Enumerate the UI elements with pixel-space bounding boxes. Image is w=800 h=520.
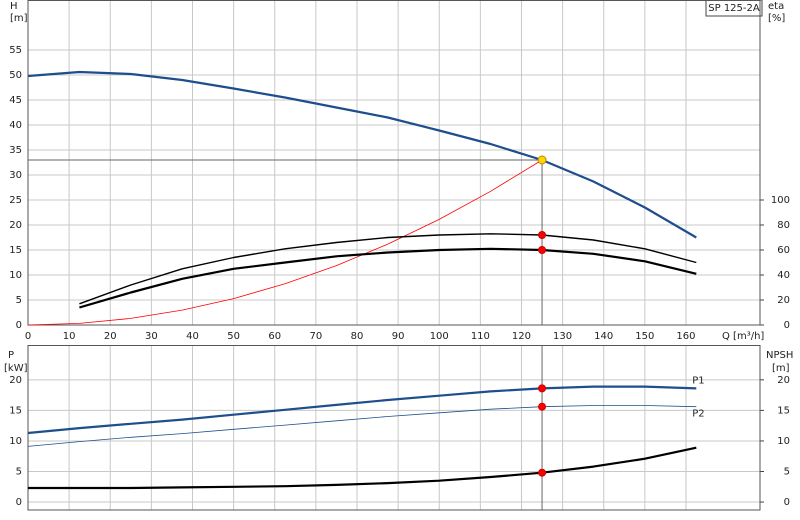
y-tick-label: 35 (9, 145, 22, 156)
y2-tick-label: 5 (784, 467, 790, 478)
x-tick-label: 50 (227, 331, 240, 342)
y-tick-label: 15 (9, 405, 22, 416)
x-tick-label: 80 (351, 331, 364, 342)
series-line (27, 159, 543, 326)
y-tick-label: 20 (9, 220, 22, 231)
y-tick-label: 40 (9, 120, 22, 131)
y2-label: NPSH (766, 350, 793, 361)
x-tick-label: 40 (186, 331, 199, 342)
series-line (79, 233, 697, 305)
y2-tick-label: 0 (784, 320, 790, 331)
x-tick-label: 110 (471, 331, 490, 342)
y2-unit: [%] (768, 13, 785, 24)
series-line (27, 385, 697, 435)
duty-point (537, 155, 547, 165)
plot-frame (27, 345, 761, 511)
x-tick-label: 160 (676, 331, 695, 342)
y2-tick-label: 0 (784, 497, 790, 508)
y2-tick-label: 100 (771, 195, 790, 206)
y-tick-label: 0 (16, 497, 22, 508)
duty-marker (538, 246, 547, 254)
y-tick-label: 20 (9, 375, 22, 386)
y-unit: [m] (10, 13, 28, 24)
title-box (705, 0, 763, 17)
chart-title: SP 125-2A (708, 3, 760, 14)
y2-tick-label: 10 (777, 436, 790, 447)
x-label: Q [m³/h] (722, 331, 764, 342)
x-tick-label: 30 (145, 331, 158, 342)
y2-unit: [m] (772, 363, 790, 374)
y2-tick-label: 20 (777, 295, 790, 306)
y-tick-label: 10 (9, 436, 22, 447)
duty-marker (538, 468, 547, 477)
duty-marker (538, 402, 547, 411)
y-tick-label: 5 (16, 467, 22, 478)
series-line (27, 70, 697, 239)
x-tick-label: 20 (104, 331, 117, 342)
y-tick-label: 5 (16, 295, 22, 306)
x-tick-label: 90 (392, 331, 405, 342)
y-tick-label: 25 (9, 195, 22, 206)
x-tick-label: 130 (553, 331, 572, 342)
x-tick-label: 0 (25, 331, 31, 342)
y2-label: eta (768, 1, 784, 12)
y-tick-label: 10 (9, 270, 22, 281)
series-line (27, 405, 697, 447)
y2-tick-label: 60 (777, 245, 790, 256)
x-tick-label: 150 (635, 331, 654, 342)
series-line (79, 247, 697, 309)
y-tick-label: 45 (9, 95, 22, 106)
x-tick-label: 10 (63, 331, 76, 342)
y-tick-label: 30 (9, 170, 22, 181)
y2-tick-label: 80 (777, 220, 790, 231)
y-label: H (10, 1, 18, 12)
y2-tick-label: 20 (777, 375, 790, 386)
series-label: P2 (692, 409, 704, 420)
y-tick-label: 15 (9, 245, 22, 256)
x-tick-label: 70 (309, 331, 322, 342)
y2-tick-label: 15 (777, 405, 790, 416)
y-tick-label: 0 (16, 320, 22, 331)
x-tick-label: 100 (430, 331, 449, 342)
series-line (28, 446, 697, 490)
x-tick-label: 60 (268, 331, 281, 342)
y-tick-label: 50 (9, 70, 22, 81)
grid (27, 0, 760, 326)
y-unit: [kW] (4, 363, 28, 374)
y-label: P (8, 350, 14, 361)
duty-marker (538, 384, 547, 393)
grid (27, 345, 760, 510)
duty-marker (538, 231, 547, 239)
x-tick-label: 140 (594, 331, 613, 342)
y-tick-label: 55 (9, 45, 22, 56)
series-label: P1 (692, 375, 704, 386)
y2-tick-label: 40 (777, 270, 790, 281)
plot-frame (27, 0, 761, 326)
x-tick-label: 120 (512, 331, 531, 342)
